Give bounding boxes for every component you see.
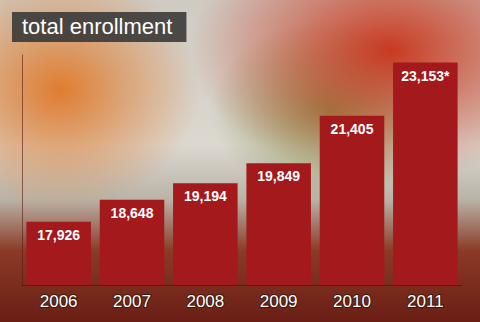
svg-text:19,849: 19,849 [257, 168, 300, 184]
svg-text:2011: 2011 [407, 292, 444, 311]
svg-text:total enrollment: total enrollment [22, 14, 172, 39]
svg-text:19,194: 19,194 [184, 188, 227, 204]
svg-text:2006: 2006 [40, 292, 78, 311]
svg-text:18,648: 18,648 [111, 205, 154, 221]
svg-text:17,926: 17,926 [37, 227, 80, 243]
svg-text:2009: 2009 [260, 292, 298, 311]
svg-text:2007: 2007 [113, 292, 151, 311]
svg-text:2010: 2010 [333, 292, 371, 311]
svg-text:2008: 2008 [186, 292, 224, 311]
svg-text:23,153*: 23,153* [401, 68, 450, 84]
svg-text:21,405: 21,405 [331, 121, 374, 137]
